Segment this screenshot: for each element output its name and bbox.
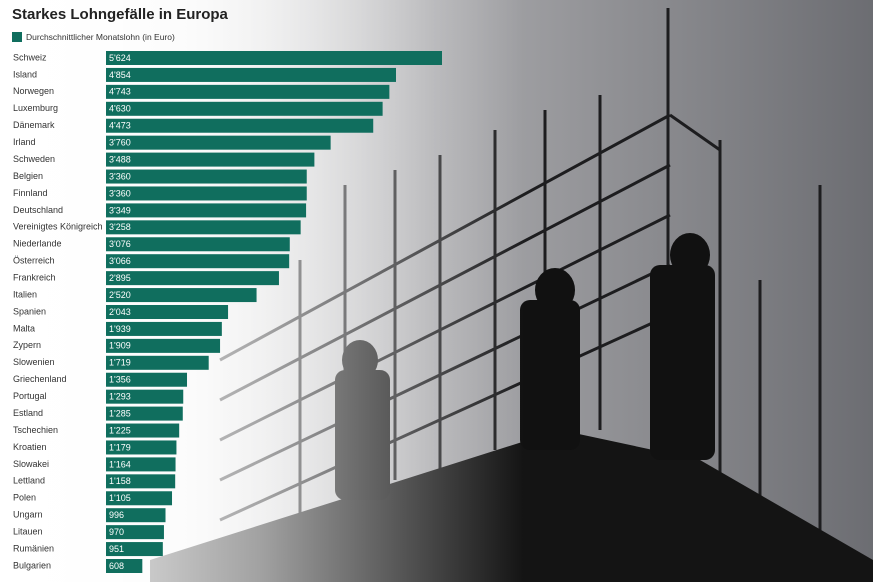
bar xyxy=(106,254,290,269)
value-label: 3'760 xyxy=(109,138,131,148)
category-label: Malta xyxy=(13,323,35,333)
category-label: Portugal xyxy=(13,391,47,401)
value-label: 1'356 xyxy=(109,375,131,385)
category-label: Zypern xyxy=(13,340,41,350)
bar xyxy=(106,559,143,573)
bar xyxy=(106,220,301,235)
category-label: Österreich xyxy=(13,256,55,266)
bar xyxy=(106,118,374,133)
category-label: Schweiz xyxy=(13,52,47,62)
bar xyxy=(106,440,177,455)
bar xyxy=(106,508,166,523)
bar xyxy=(106,288,257,303)
value-label: 608 xyxy=(109,561,124,571)
bar xyxy=(106,237,290,252)
category-label: Niederlande xyxy=(13,239,62,249)
value-label: 1'179 xyxy=(109,442,131,452)
category-label: Slowakei xyxy=(13,459,49,469)
legend-swatch xyxy=(12,32,22,42)
bar xyxy=(106,321,222,336)
category-label: Griechenland xyxy=(13,374,67,384)
bar xyxy=(106,423,180,438)
category-label: Estland xyxy=(13,408,43,418)
bar xyxy=(106,84,390,99)
category-label: Schweden xyxy=(13,154,55,164)
value-label: 1'939 xyxy=(109,324,131,334)
value-label: 4'743 xyxy=(109,87,131,97)
category-label: Litauen xyxy=(13,527,43,537)
bar xyxy=(106,389,184,404)
value-label: 3'360 xyxy=(109,188,131,198)
category-label: Island xyxy=(13,69,37,79)
value-label: 2'043 xyxy=(109,307,131,317)
value-label: 4'854 xyxy=(109,70,131,80)
bar xyxy=(106,101,383,116)
category-label: Finnland xyxy=(13,188,48,198)
bar xyxy=(106,542,163,557)
value-label: 1'158 xyxy=(109,476,131,486)
category-label: Spanien xyxy=(13,306,46,316)
value-label: 1'105 xyxy=(109,493,131,503)
bar xyxy=(106,355,209,370)
bar xyxy=(106,525,164,540)
bar xyxy=(106,51,442,65)
bar xyxy=(106,338,221,353)
value-label: 3'076 xyxy=(109,239,131,249)
bar xyxy=(106,186,307,201)
value-label: 2'895 xyxy=(109,273,131,283)
value-label: 3'066 xyxy=(109,256,131,266)
bar xyxy=(106,135,331,150)
bar xyxy=(106,305,229,319)
value-label: 1'719 xyxy=(109,358,131,368)
value-label: 3'360 xyxy=(109,171,131,181)
value-label: 996 xyxy=(109,510,124,520)
category-label: Dänemark xyxy=(13,120,55,130)
category-label: Polen xyxy=(13,493,36,503)
category-label: Kroatien xyxy=(13,442,47,452)
bar xyxy=(106,152,315,167)
value-label: 1'293 xyxy=(109,392,131,402)
category-label: Rumänien xyxy=(13,543,54,553)
category-label: Frankreich xyxy=(13,273,56,283)
bar xyxy=(106,491,173,506)
category-label: Tschechien xyxy=(13,425,58,435)
value-label: 3'258 xyxy=(109,222,131,232)
category-label: Deutschland xyxy=(13,205,63,215)
bar xyxy=(106,372,188,387)
category-label: Italien xyxy=(13,289,37,299)
value-label: 1'909 xyxy=(109,341,131,351)
value-label: 5'624 xyxy=(109,53,131,63)
value-label: 4'473 xyxy=(109,121,131,131)
value-label: 3'488 xyxy=(109,154,131,164)
category-label: Irland xyxy=(13,137,36,147)
value-label: 2'520 xyxy=(109,290,131,300)
bar xyxy=(106,203,307,218)
value-label: 1'225 xyxy=(109,425,131,435)
legend-label: Durchschnittlicher Monatslohn (in Euro) xyxy=(26,32,175,42)
bar xyxy=(106,406,183,421)
category-label: Luxemburg xyxy=(13,103,58,113)
value-label: 1'285 xyxy=(109,408,131,418)
category-label: Vereinigtes Königreich xyxy=(13,222,103,232)
category-label: Ungarn xyxy=(13,510,43,520)
value-label: 951 xyxy=(109,544,124,554)
bar xyxy=(106,169,307,184)
category-label: Bulgarien xyxy=(13,560,51,570)
bar xyxy=(106,474,176,489)
category-label: Slowenien xyxy=(13,357,55,367)
bar xyxy=(106,271,279,286)
value-label: 970 xyxy=(109,527,124,537)
bar xyxy=(106,67,396,82)
category-label: Belgien xyxy=(13,171,43,181)
value-label: 3'349 xyxy=(109,205,131,215)
value-label: 1'164 xyxy=(109,459,131,469)
value-label: 4'630 xyxy=(109,104,131,114)
chart-title: Starkes Lohngefälle in Europa xyxy=(12,6,229,23)
category-label: Norwegen xyxy=(13,86,54,96)
bar xyxy=(106,457,176,472)
category-label: Lettland xyxy=(13,476,45,486)
